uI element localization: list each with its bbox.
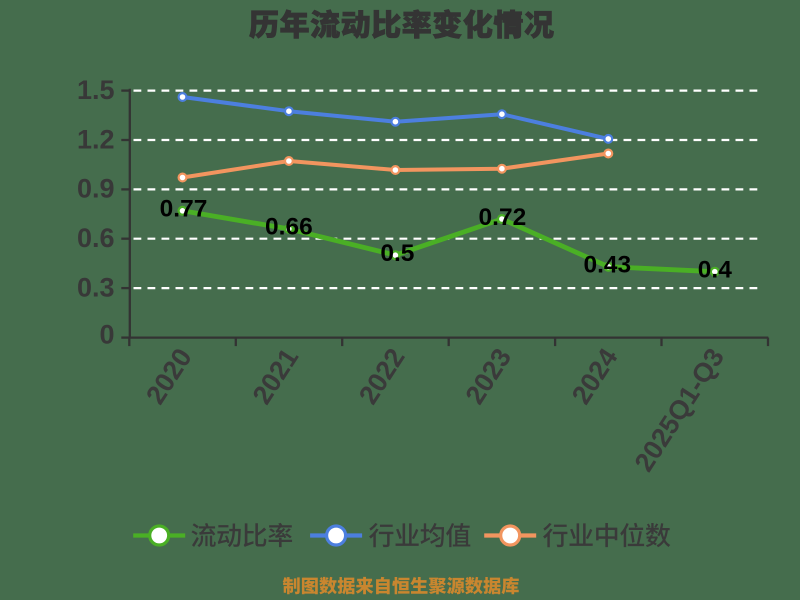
svg-text:2022: 2022 — [353, 343, 411, 409]
svg-text:0.77: 0.77 — [160, 196, 208, 223]
svg-text:2025Q1-Q3: 2025Q1-Q3 — [629, 343, 730, 477]
svg-text:2020: 2020 — [140, 343, 198, 409]
svg-text:0.5: 0.5 — [380, 240, 414, 267]
svg-text:2024: 2024 — [566, 343, 624, 409]
svg-text:0.66: 0.66 — [265, 214, 313, 241]
svg-text:0.72: 0.72 — [479, 204, 527, 231]
svg-text:0.6: 0.6 — [77, 223, 115, 253]
svg-text:2023: 2023 — [460, 343, 518, 409]
svg-text:0: 0 — [99, 319, 114, 349]
svg-text:2021: 2021 — [247, 343, 305, 409]
svg-text:0.4: 0.4 — [698, 257, 732, 284]
svg-text:1.2: 1.2 — [77, 124, 115, 154]
svg-text:0.43: 0.43 — [583, 252, 631, 279]
svg-text:0.3: 0.3 — [77, 272, 115, 302]
svg-text:1.5: 1.5 — [77, 75, 115, 105]
svg-text:0.9: 0.9 — [77, 174, 115, 204]
